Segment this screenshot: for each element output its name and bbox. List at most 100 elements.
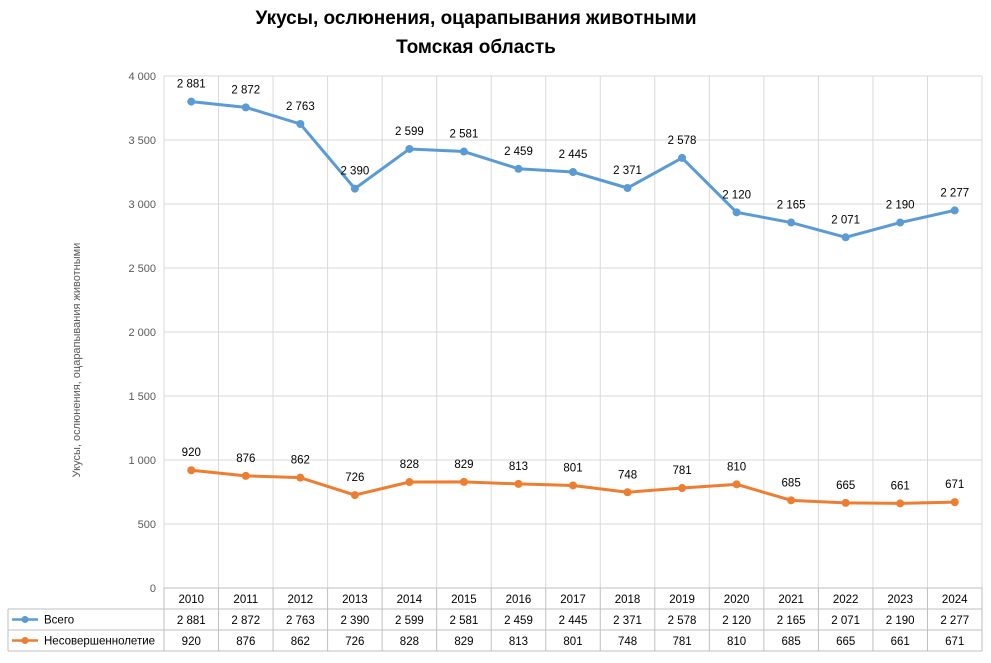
table-cell: 2 165	[777, 615, 806, 627]
data-point	[841, 498, 850, 507]
series-layer	[187, 97, 959, 508]
x-tick-label: 2020	[724, 594, 750, 606]
data-label: 813	[509, 461, 528, 473]
y-tick-label: 1 500	[128, 391, 156, 403]
x-tick-label: 2011	[233, 594, 258, 606]
x-tick-label: 2015	[451, 594, 477, 606]
data-label: 2 881	[177, 79, 206, 91]
table-cell: 661	[891, 636, 910, 648]
y-tick-label: 4 000	[128, 71, 156, 83]
data-point	[732, 480, 741, 489]
chart-title: Укусы, ослюнения, оцарапывания животными	[255, 8, 696, 29]
data-point	[623, 488, 632, 497]
data-point	[569, 168, 577, 176]
table-cell: 2 120	[722, 615, 751, 627]
data-point	[350, 184, 359, 193]
table-cell: 2 578	[668, 615, 697, 627]
table-cell: 920	[182, 636, 201, 648]
table-cell: 2 190	[886, 615, 915, 627]
data-label: 810	[727, 461, 746, 473]
y-ticks: 0 500 1 000 1 500 2 000 2 500 3 000 3 500 4 000	[128, 71, 156, 595]
data-table: 2010 2011 2012 2013 2014 2015 2016 2017 2018 2019…	[7, 587, 983, 652]
table-cell: 2 071	[831, 615, 860, 627]
data-point	[787, 218, 796, 227]
table-cell: 2 881	[177, 615, 206, 627]
y-tick-label: 0	[150, 583, 156, 595]
data-point	[241, 103, 250, 112]
data-point	[623, 184, 632, 192]
data-label: 2 578	[668, 135, 697, 147]
data-point	[459, 147, 468, 156]
x-tick-label: 2019	[669, 594, 695, 606]
data-label: 661	[891, 480, 910, 492]
table-cell: 685	[782, 636, 801, 648]
data-point	[187, 97, 196, 106]
data-point	[950, 206, 959, 215]
table-cell: 810	[727, 636, 746, 648]
table-cell: 829	[454, 636, 473, 648]
data-point	[732, 208, 741, 217]
data-label: 876	[236, 453, 255, 465]
x-tick-label: 2017	[560, 594, 586, 606]
table-cell: 2 763	[286, 615, 315, 627]
x-tick-label: 2022	[833, 594, 859, 606]
data-point	[405, 478, 414, 487]
data-label: 748	[618, 469, 637, 481]
legend-label: Несовершеннолетие	[44, 636, 155, 648]
data-label: 2 599	[395, 126, 424, 138]
y-tick-label: 3 000	[128, 199, 156, 211]
data-label: 2 390	[340, 166, 369, 178]
data-label: 665	[836, 480, 855, 492]
data-label: 2 872	[231, 84, 260, 96]
data-label: 685	[782, 477, 801, 489]
table-cell: 671	[945, 636, 964, 648]
x-tick-label: 2016	[506, 594, 532, 606]
table-cell: 665	[836, 636, 855, 648]
table-cell: 2 599	[395, 615, 424, 627]
data-label: 726	[345, 472, 364, 484]
table-cell: 2 459	[504, 615, 533, 627]
table-cell: 2 277	[940, 615, 969, 627]
data-label: 801	[563, 462, 582, 474]
data-point	[350, 491, 359, 500]
data-label: 781	[672, 465, 691, 477]
data-label: 2 190	[886, 200, 915, 212]
table-cell: 2 371	[613, 615, 642, 627]
data-label: 862	[291, 455, 310, 467]
table-cell: 876	[236, 636, 255, 648]
data-label: 2 371	[613, 165, 642, 177]
data-point	[296, 473, 305, 482]
data-label: 2 277	[940, 187, 969, 199]
table-cell: 828	[400, 636, 419, 648]
x-tick-label: 2013	[342, 594, 368, 606]
y-tick-label: 3 500	[128, 135, 156, 147]
table-cell: 801	[563, 636, 582, 648]
table-cell: 862	[291, 636, 310, 648]
legend-marker	[21, 616, 29, 623]
data-point	[241, 471, 250, 480]
data-point	[459, 477, 468, 486]
x-tick-label: 2018	[615, 594, 641, 606]
data-point	[896, 218, 905, 227]
y-axis-label: Укусы, ослюнения, оцарапывания животными	[71, 243, 83, 478]
data-label: 2 120	[722, 189, 751, 201]
data-label: 2 459	[504, 146, 533, 158]
data-label: 920	[182, 447, 201, 459]
y-tick-label: 500	[138, 519, 156, 531]
data-label: 2 165	[777, 200, 806, 212]
data-point	[187, 466, 196, 475]
data-label: 2 581	[450, 129, 479, 141]
x-tick-label: 2010	[178, 594, 204, 606]
table-cell: 781	[672, 636, 691, 648]
data-label: 2 763	[286, 101, 315, 113]
table-cell: 726	[345, 636, 364, 648]
data-label: 2 445	[559, 149, 588, 161]
data-label: 2 071	[831, 214, 860, 226]
data-point	[514, 479, 523, 488]
x-tick-label: 2021	[778, 594, 804, 606]
data-point	[678, 153, 687, 162]
table-cell: 2 445	[559, 615, 588, 627]
data-labels: 2 881 2 872 2 763 2 390 2 599 2 581 2 459 2 445…	[177, 79, 969, 493]
